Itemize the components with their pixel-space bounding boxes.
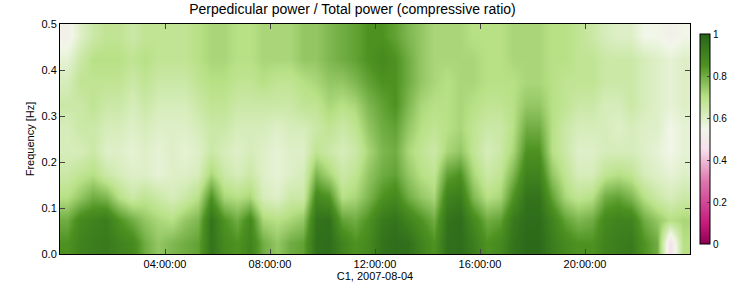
svg-text:16:00:00: 16:00:00 bbox=[459, 258, 502, 270]
svg-text:04:00:00: 04:00:00 bbox=[144, 258, 187, 270]
svg-text:0.4: 0.4 bbox=[42, 64, 57, 76]
svg-text:0.3: 0.3 bbox=[42, 110, 57, 122]
svg-text:08:00:00: 08:00:00 bbox=[249, 258, 292, 270]
svg-text:1: 1 bbox=[713, 29, 719, 40]
svg-text:0.1: 0.1 bbox=[42, 202, 57, 214]
svg-text:0.4: 0.4 bbox=[713, 155, 727, 166]
svg-text:0.5: 0.5 bbox=[42, 18, 57, 30]
svg-text:0.0: 0.0 bbox=[42, 248, 57, 260]
svg-text:Perpedicular power / Total pow: Perpedicular power / Total power (compre… bbox=[189, 1, 516, 17]
svg-text:0.2: 0.2 bbox=[42, 156, 57, 168]
svg-text:12:00:00: 12:00:00 bbox=[354, 258, 397, 270]
svg-text:Frequency [Hz]: Frequency [Hz] bbox=[24, 102, 36, 177]
svg-text:0.6: 0.6 bbox=[713, 113, 727, 124]
svg-text:0.8: 0.8 bbox=[713, 71, 727, 82]
svg-text:0: 0 bbox=[713, 239, 719, 250]
svg-text:20:00:00: 20:00:00 bbox=[564, 258, 607, 270]
svg-text:0.2: 0.2 bbox=[713, 197, 727, 208]
svg-text:C1, 2007-08-04: C1, 2007-08-04 bbox=[337, 270, 413, 282]
